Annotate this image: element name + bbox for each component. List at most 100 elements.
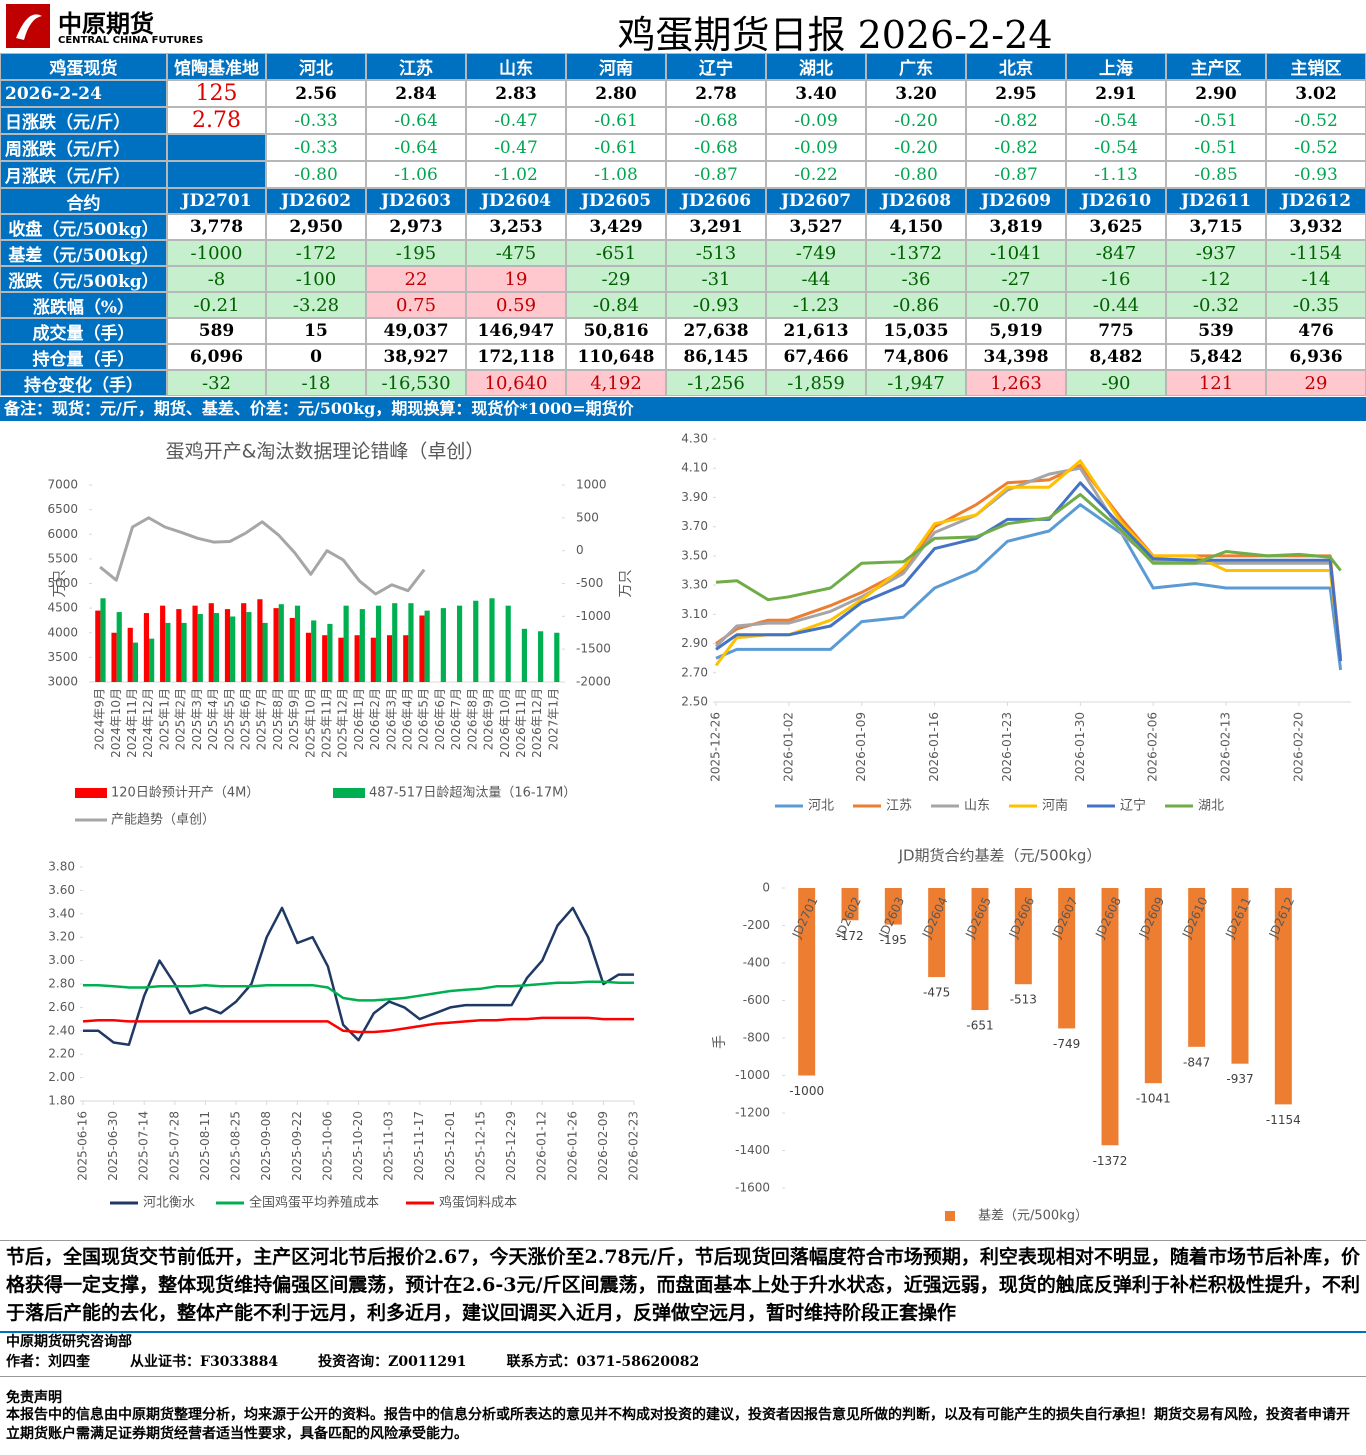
chart: 蛋鸡开产&淘汰数据理论错峰（卓创） 万只 万只 3000 3500 4000 4500 500… — [47, 441, 634, 828]
legend-label: 江苏 — [886, 798, 912, 814]
y-label: 万只 — [52, 570, 68, 598]
x-tick-label: 2026-01-02 — [781, 712, 795, 782]
futures-value: 539 — [1166, 318, 1266, 344]
spot-value: -0.47 — [466, 107, 566, 134]
y-tick-label: -800 — [743, 1031, 770, 1045]
x-tick-label: 2024年12月 — [141, 688, 155, 758]
bar — [884, 888, 902, 925]
header-cell: JD2603 — [366, 188, 466, 214]
y-tick-label: 3.70 — [681, 519, 708, 533]
row-label: 基差（元/500kg） — [0, 240, 167, 266]
bar — [408, 603, 414, 682]
x-tick-label: 2025-11-03 — [382, 1111, 396, 1181]
futures-value: -195 — [366, 240, 466, 266]
bar — [554, 632, 560, 682]
bar — [213, 613, 220, 682]
bar — [375, 605, 382, 682]
commentary: 节后，全国现货交节前低开，主产区河北节后报价2.67，今天涨价至2.78元/斤，… — [6, 1246, 1360, 1324]
header-cell: 北京 — [966, 53, 1066, 80]
header-cell: 馆陶基准地 — [167, 53, 266, 80]
spot-value: -0.52 — [1266, 134, 1366, 161]
bar — [521, 628, 527, 682]
bar — [354, 635, 360, 682]
x-tick-label: 2026年9月 — [482, 688, 496, 750]
row-label: 持仓量（手） — [0, 344, 167, 370]
x-tick-label: 2025-07-14 — [137, 1111, 151, 1181]
futures-value: -0.44 — [1066, 292, 1166, 318]
x-tick-label: 2026年11月 — [514, 688, 528, 758]
futures-value: 0.75 — [366, 292, 466, 318]
x-tick-label: 2025年12月 — [336, 688, 350, 758]
y-tick-label: 2.20 — [48, 1047, 75, 1061]
y-tick-label: 4.10 — [681, 461, 708, 475]
y-tick-label: 4500 — [47, 601, 78, 615]
futures-value: 19 — [466, 266, 566, 292]
header-cell: JD2607 — [766, 188, 866, 214]
futures-value: 8,482 — [1066, 344, 1166, 370]
legend-label: 河南 — [1042, 798, 1068, 814]
bar — [127, 627, 133, 682]
x-tick-label: 2025年6月 — [238, 688, 252, 750]
futures-value: -0.21 — [167, 292, 266, 318]
x-tick-label: 2025年3月 — [190, 688, 204, 750]
data-line — [714, 466, 1343, 659]
futures-value: -1041 — [966, 240, 1066, 266]
x-tick-label: 2025-10-06 — [320, 1111, 334, 1181]
legend-label: 全国鸡蛋平均养殖成本 — [249, 1195, 379, 1211]
y-tick-label: 5500 — [47, 551, 78, 565]
futures-value: 6,096 — [167, 344, 266, 370]
chart-title: 蛋鸡开产&淘汰数据理论错峰（卓创） — [166, 441, 485, 463]
row-label: 周涨跌（元/斤） — [0, 134, 167, 161]
futures-value: 3,527 — [766, 214, 866, 240]
x-tick-label: 2026年1月 — [352, 688, 366, 750]
futures-value: -12 — [1166, 266, 1266, 292]
futures-value: 476 — [1266, 318, 1366, 344]
bar — [359, 609, 365, 682]
row-label: 月涨跌（元/斤） — [0, 161, 167, 188]
bar — [419, 615, 425, 682]
bar — [257, 599, 263, 682]
futures-value: 74,806 — [866, 344, 966, 370]
y-tick-label: -1200 — [735, 1106, 770, 1120]
bar — [224, 609, 231, 682]
base-price: 125 — [167, 80, 266, 107]
bar — [841, 888, 859, 921]
futures-value: -1,947 — [866, 370, 966, 396]
header-cell: JD2701 — [167, 188, 266, 214]
futures-value: -29 — [566, 266, 666, 292]
futures-value: 34,398 — [966, 344, 1066, 370]
y-tick-label: 3.10 — [681, 607, 708, 621]
header-cell: JD2606 — [666, 188, 766, 214]
bar — [165, 622, 171, 682]
y-tick-label: 3.90 — [681, 490, 708, 504]
author: 作者：刘四奎 — [6, 1354, 90, 1370]
spot-value: -0.09 — [766, 107, 866, 134]
legend-label: 湖北 — [1198, 799, 1224, 814]
y-tick-label: 3500 — [47, 650, 78, 664]
row-label: 2026-2-24 — [0, 80, 167, 107]
bar — [456, 605, 463, 682]
logo-en: CENTRAL CHINA FUTURES — [58, 35, 204, 46]
futures-value: 5,919 — [966, 318, 1066, 344]
futures-value: 21,613 — [766, 318, 866, 344]
y-tick-label: -1600 — [735, 1181, 770, 1195]
spot-value: 2.83 — [466, 80, 566, 107]
logo-icon — [6, 4, 50, 48]
y-tick-label: 2.80 — [48, 977, 75, 991]
futures-value: 4,150 — [866, 214, 966, 240]
futures-value: -0.84 — [566, 292, 666, 318]
chart: 2.50 2.70 2.90 3.10 3.30 3.50 3.70 3.90 4.10 4.30… — [681, 432, 1351, 814]
spot-value: -0.82 — [966, 134, 1066, 161]
bar — [1014, 888, 1032, 985]
x-tick-label: 2025年4月 — [206, 688, 220, 750]
futures-value: 5,842 — [1166, 344, 1266, 370]
header-cell: 主销区 — [1266, 53, 1366, 80]
legend-label: 鸡蛋饲料成本 — [439, 1195, 517, 1211]
y-tick-label: 3.00 — [48, 953, 75, 967]
x-tick-label: 2024年11月 — [125, 688, 139, 758]
data-line — [715, 493, 1342, 602]
spot-value: -0.68 — [666, 134, 766, 161]
futures-value: -513 — [666, 240, 766, 266]
futures-value: -0.86 — [866, 292, 966, 318]
spot-value: 2.78 — [666, 80, 766, 107]
